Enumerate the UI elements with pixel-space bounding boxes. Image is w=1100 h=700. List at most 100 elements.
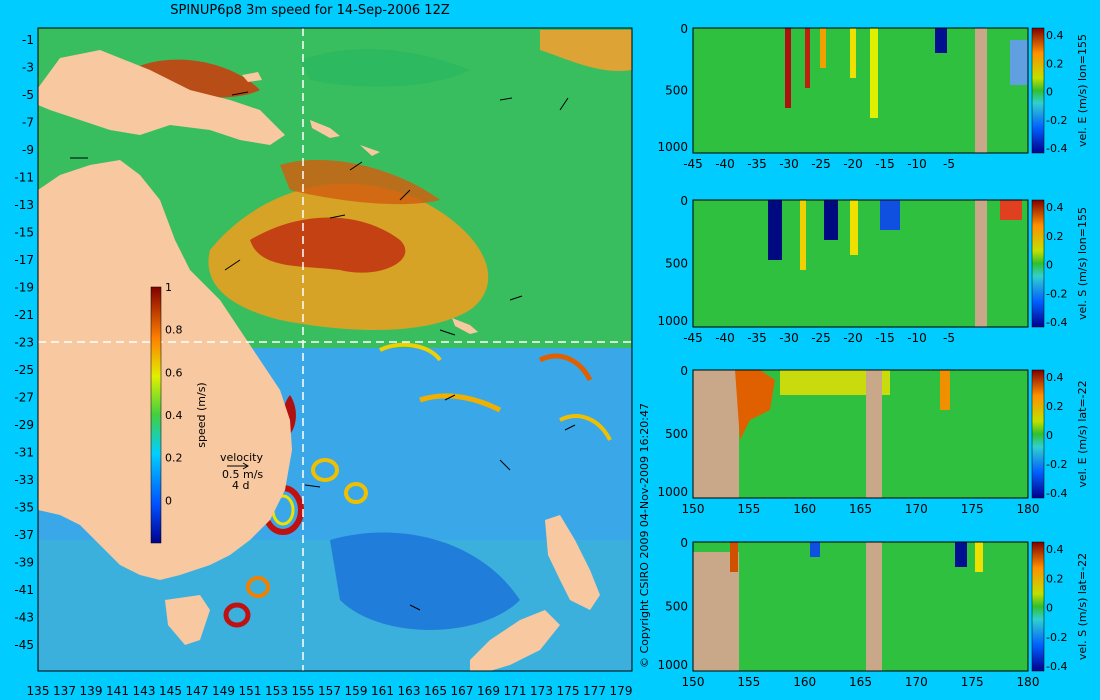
colorbar-tick-label: 0.8 (165, 324, 183, 337)
section-colorbar-tick-label: -0.4 (1046, 316, 1067, 329)
section-x-tick-label: -35 (747, 331, 767, 345)
section-y-tick-label: 500 (665, 427, 688, 441)
section-x-tick-label: 180 (1017, 675, 1040, 689)
lon-tick-label: 139 (80, 684, 103, 698)
lon-tick-label: 163 (398, 684, 421, 698)
lat-tick-label: -23 (14, 336, 34, 350)
section-colorbar-label: vel. E (m/s) lat=-22 (1076, 380, 1089, 487)
lat-tick-label: -19 (14, 281, 34, 295)
section-y-tick-label: 1000 (657, 485, 688, 499)
lon-tick-label: 143 (133, 684, 156, 698)
section-x-tick-label: -5 (943, 331, 955, 345)
section-colorbar-tick-label: 0.4 (1046, 371, 1064, 384)
velocity-key-speed: 0.5 m/s (222, 468, 263, 481)
lon-tick-label: 177 (583, 684, 606, 698)
section-colorbar-tick-label: -0.4 (1046, 660, 1067, 673)
section-colorbar-tick-label: -0.4 (1046, 142, 1067, 155)
section-x-tick-label: -40 (715, 157, 735, 171)
land-mask (975, 28, 987, 153)
section-y-tick-label: 0 (680, 536, 688, 550)
section-y-tick-label: 0 (680, 194, 688, 208)
lat-tick-label: -29 (14, 418, 34, 432)
eddy-ring (223, 602, 251, 628)
lat-tick-label: -39 (14, 556, 34, 570)
lon-tick-label: 165 (424, 684, 447, 698)
section-x-tick-label: 170 (905, 502, 928, 516)
section-y-tick-label: 1000 (657, 140, 688, 154)
land-mask (866, 542, 882, 671)
section-x-tick-label: 180 (1017, 502, 1040, 516)
lat-tick-label: -1 (22, 33, 34, 47)
section-panel-3 (692, 369, 1045, 499)
map-frame (37, 27, 633, 672)
section-panel-1 (692, 27, 1045, 154)
lat-tick-label: -45 (14, 638, 34, 652)
section-x-tick-label: 150 (682, 502, 705, 516)
land-new-caledonia (452, 318, 478, 334)
lat-tick-label: -37 (14, 528, 34, 542)
land-new-guinea (38, 50, 285, 145)
section-colorbar-tick-label: 0 (1046, 259, 1053, 272)
lat-tick-label: -43 (14, 611, 34, 625)
lat-tick-label: -41 (14, 583, 34, 597)
section-x-tick-label: -10 (907, 331, 927, 345)
section-colorbar-tick-label: 0.2 (1046, 230, 1064, 243)
section-x-tick-label: -45 (683, 331, 703, 345)
section-panel-4 (692, 541, 1045, 672)
section-x-tick-label: 160 (793, 675, 816, 689)
colorbar-tick-label: 0.2 (165, 452, 183, 465)
section-y-tick-label: 500 (665, 600, 688, 614)
land-mask (693, 370, 739, 498)
section-colorbar-1 (1031, 27, 1045, 154)
lon-tick-label: 179 (610, 684, 633, 698)
land-australia (38, 160, 292, 580)
figure-title: SPINUP6p8 3m speed for 14-Sep-2006 12Z (170, 3, 450, 18)
lat-tick-label: -21 (14, 308, 34, 322)
lat-tick-label: -15 (14, 226, 34, 240)
section-y-tick-label: 500 (665, 84, 688, 98)
lon-tick-label: 145 (159, 684, 182, 698)
lat-tick-label: -3 (22, 61, 34, 75)
section-x-tick-label: 165 (849, 675, 872, 689)
velocity-arrows (70, 91, 576, 611)
lon-tick-label: 141 (106, 684, 129, 698)
section-y-tick-label: 0 (680, 364, 688, 378)
lon-tick-label: 137 (53, 684, 76, 698)
lon-tick-label: 167 (451, 684, 474, 698)
lon-tick-label: 171 (504, 684, 527, 698)
land-tasmania (165, 595, 210, 645)
section-x-tick-label: 175 (961, 502, 984, 516)
lat-tick-label: -17 (14, 253, 34, 267)
lat-tick-label: -5 (22, 88, 34, 102)
colorbar-tick-label: 0 (165, 494, 172, 507)
lon-tick-label: 157 (318, 684, 341, 698)
lat-tick-label: -7 (22, 116, 34, 130)
section-colorbar-label: vel. E (m/s) lon=155 (1076, 34, 1089, 147)
section-x-tick-label: 155 (737, 675, 760, 689)
lon-tick-label: 147 (186, 684, 209, 698)
section-x-tick-label: -25 (811, 157, 831, 171)
land-new-zealand-south (470, 610, 560, 671)
section-y-tick-label: 0 (680, 22, 688, 36)
lon-tick-label: 159 (345, 684, 368, 698)
lon-tick-label: 151 (239, 684, 262, 698)
section-colorbar-tick-label: 0.4 (1046, 29, 1064, 42)
tasman-low-speed (330, 532, 520, 630)
section-x-tick-label: -25 (811, 331, 831, 345)
lon-tick-label: 135 (27, 684, 50, 698)
section-x-tick-label: -15 (875, 157, 895, 171)
section-colorbar-tick-label: -0.4 (1046, 487, 1067, 500)
section-x-tick-label: 175 (961, 675, 984, 689)
section-colorbar-tick-label: -0.2 (1046, 114, 1067, 127)
lon-tick-label: 155 (292, 684, 315, 698)
lat-tick-label: -35 (14, 501, 34, 515)
section-colorbar-label: vel. S (m/s) lat=-22 (1076, 553, 1089, 660)
section-colorbar-tick-label: 0.2 (1046, 400, 1064, 413)
section-x-tick-label: -10 (907, 157, 927, 171)
lat-tick-label: -31 (14, 446, 34, 460)
lat-tick-label: -33 (14, 473, 34, 487)
section-x-tick-label: -35 (747, 157, 767, 171)
section-colorbar-label: vel. S (m/s) lon=155 (1076, 207, 1089, 320)
land-new-zealand-north (545, 515, 600, 610)
